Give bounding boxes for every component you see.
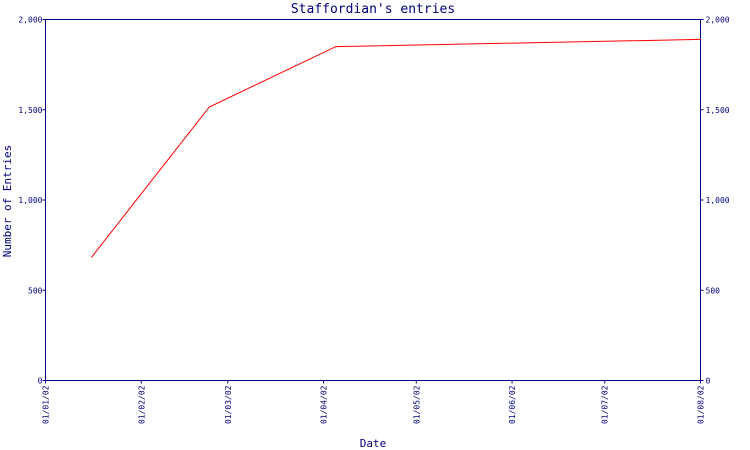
y-tick-label-right: 1,000 [706,196,730,205]
y-axis-left: 0 500 1,000 1,500 2,000 [18,16,46,386]
y-axis-label: Number of Entries [1,145,14,258]
y-axis-right: 0 500 1,000 1,500 2,000 [700,16,730,386]
y-tick-label-right: 2,000 [706,16,730,25]
data-point [699,38,702,40]
y-tick-label-right: 500 [706,286,721,295]
y-tick-label-left: 500 [28,286,43,295]
y-tick-label-left: 0 [38,377,43,386]
x-tick-label: 01/02/02 [137,385,146,424]
x-tick-label: 01/01/02 [42,385,51,424]
series-line [91,38,701,258]
x-tick-label: 01/06/02 [508,385,517,424]
data-point [91,256,93,258]
y-tick-label-left: 1,000 [18,196,42,205]
x-axis: 01/01/02 01/02/02 01/03/02 01/04/02 01/05/02… [42,380,706,424]
y-tick-label-right: 0 [706,377,711,386]
x-tick-label: 01/08/02 [697,385,706,424]
plot-frame [45,19,701,381]
data-point [335,45,337,48]
y-tick-label-right: 1,500 [706,106,730,115]
x-axis-label: Date [360,437,387,450]
y-tick-label-left: 1,500 [18,106,42,115]
x-tick-label: 01/03/02 [224,385,233,424]
series-group [91,38,702,258]
x-tick-label: 01/04/02 [320,385,329,424]
chart-title: Staffordian's entries [291,2,455,17]
x-tick-label: 01/05/02 [412,385,421,424]
y-tick-label-left: 2,000 [18,16,42,25]
x-tick-label: 01/07/02 [601,385,610,424]
data-point [208,106,210,108]
